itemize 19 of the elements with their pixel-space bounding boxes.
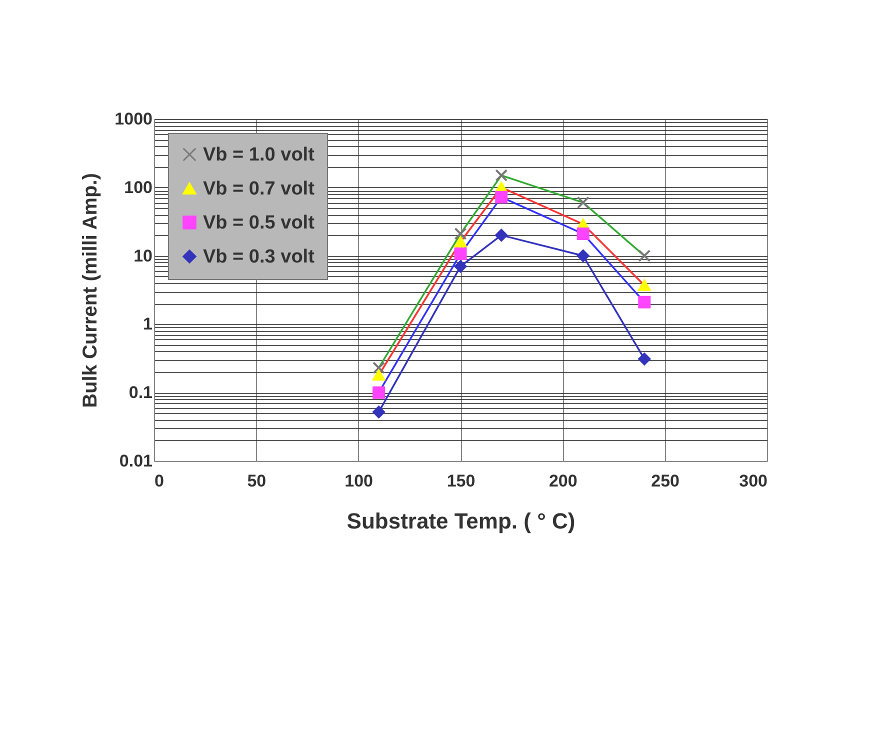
x-tick-label: 250 <box>651 472 680 490</box>
y-tick-label: 1000 <box>114 110 152 128</box>
legend-label: Vb = 0.5 volt <box>203 212 316 234</box>
x-tick-label: 50 <box>247 472 266 490</box>
y-axis-title: Bulk Current (milli Amp.) <box>80 173 102 408</box>
legend-label: Vb = 1.0 volt <box>203 144 316 166</box>
x-tick-label: 300 <box>739 472 768 490</box>
y-tick-label: 1 <box>143 314 152 334</box>
x-axis-title: Substrate Temp. ( ° C) <box>346 508 576 534</box>
x-tick-label: 0 <box>154 472 164 490</box>
legend-label: Vb = 0.7 volt <box>203 178 316 200</box>
legend-label: Vb = 0.3 volt <box>203 246 316 268</box>
y-tick-label: 100 <box>124 178 152 197</box>
y-tick-label: 10 <box>134 246 152 266</box>
y-tick-label: 0.1 <box>128 383 152 402</box>
x-tick-label: 200 <box>548 472 578 490</box>
x-tick-label: 150 <box>446 472 476 490</box>
x-tick-label: 100 <box>344 472 374 490</box>
y-tick-label: 0.01 <box>119 452 152 470</box>
